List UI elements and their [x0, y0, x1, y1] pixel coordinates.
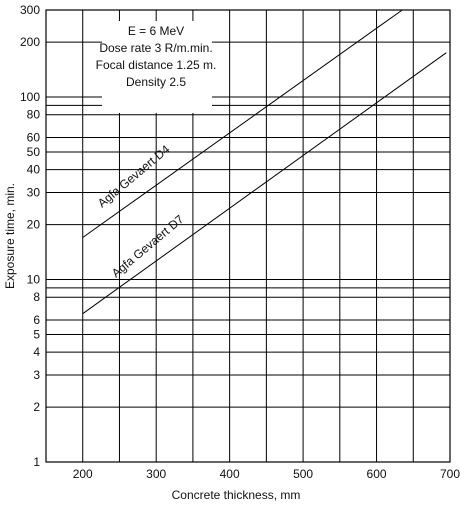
y-tick-label: 60	[27, 131, 41, 145]
y-tick-label: 4	[33, 345, 40, 359]
y-tick-label: 2	[33, 400, 40, 414]
curve-layer	[82, 9, 447, 315]
x-tick-labels: 200 300 400 500 600 700	[73, 467, 460, 481]
annotation-line-1: E = 6 MeV	[128, 24, 184, 38]
annotation-line-2: Dose rate 3 R/m.min.	[99, 41, 212, 55]
series-line-d4	[82, 9, 403, 238]
y-tick-label: 300	[20, 3, 40, 17]
annotation-line-4: Density 2.5	[126, 75, 186, 89]
y-tick-label: 6	[33, 313, 40, 327]
plot-frame	[45, 9, 451, 463]
y-tick-label: 40	[27, 163, 41, 177]
x-tick-label: 200	[73, 467, 93, 481]
grid-layer	[46, 9, 450, 463]
y-tick-label: 1	[33, 455, 40, 469]
y-axis-label: Exposure time, min.	[3, 183, 17, 289]
annotation-line-3: Focal distance 1.25 m.	[96, 58, 217, 72]
x-tick-label: 400	[220, 467, 240, 481]
y-tick-label: 80	[27, 108, 41, 122]
y-tick-label: 3	[33, 368, 40, 382]
y-tick-label: 50	[27, 145, 41, 159]
series-label-d7: Agfa Gevaert D7	[109, 212, 187, 280]
annotation-background	[102, 21, 212, 113]
y-tick-label: 20	[27, 218, 41, 232]
condition-annotation: E = 6 MeV Dose rate 3 R/m.min. Focal dis…	[96, 21, 217, 113]
y-tick-label: 8	[33, 290, 40, 304]
series-line-d7	[82, 52, 447, 315]
x-tick-label: 300	[146, 467, 166, 481]
x-tick-label: 500	[293, 467, 313, 481]
x-axis-label: Concrete thickness, mm	[172, 488, 301, 502]
y-tick-label: 30	[27, 185, 41, 199]
y-tick-label: 10	[27, 273, 41, 287]
y-tick-label: 5	[33, 327, 40, 341]
y-tick-label: 100	[20, 90, 40, 104]
x-tick-label: 600	[367, 467, 387, 481]
y-tick-label: 200	[20, 35, 40, 49]
x-tick-label: 700	[440, 467, 460, 481]
